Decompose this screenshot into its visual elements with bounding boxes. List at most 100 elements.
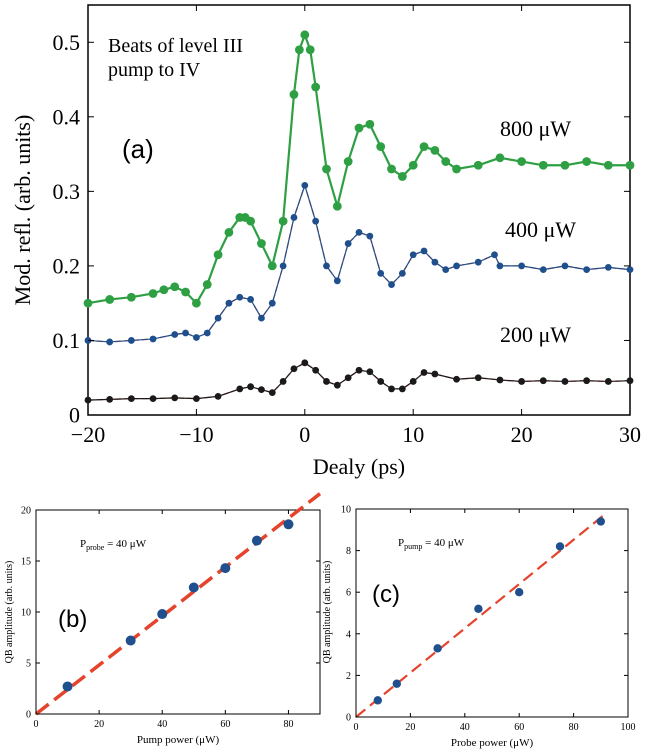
series-s400-point	[377, 269, 385, 277]
panel-c-data-point	[474, 604, 483, 614]
panel-b-data-point	[157, 609, 168, 620]
series-s800-point	[332, 201, 342, 211]
panel-c-x-tick-label: 20	[405, 722, 415, 733]
panel-b-fit-line-segment	[34, 492, 322, 716]
panel-b-annotation: Pprobe = 40 μW	[80, 538, 147, 552]
panel-c-label: (c)	[372, 581, 400, 608]
series-s400-point	[268, 299, 276, 307]
series-s400-point	[182, 329, 189, 337]
series-s800-point	[257, 239, 266, 248]
panel-c-data-point	[373, 696, 382, 705]
panel-c-y-axis-label: QB amplitude (arb. units)	[322, 561, 333, 664]
series-s400-point	[442, 266, 450, 274]
series-s800-point	[495, 153, 505, 163]
series-s200-point	[127, 395, 135, 402]
series-s200-point	[474, 374, 482, 382]
series-s800-point	[311, 82, 321, 92]
series-s800-point	[441, 157, 451, 166]
series-s400-point	[312, 217, 320, 225]
series-s400-point	[236, 293, 244, 301]
series-s200-point	[258, 386, 265, 394]
series-s800-point	[538, 160, 548, 170]
series-s800-point	[126, 292, 136, 302]
series-s200-point	[236, 385, 244, 393]
panel-c-data-points	[373, 517, 605, 705]
series-s800-point	[560, 160, 570, 170]
series-s400-point	[171, 331, 179, 338]
panel-a-x-tick-label: 10	[402, 422, 424, 447]
panel-b-annotation-rest: = 40 μW	[104, 538, 146, 550]
series-s400-point	[214, 314, 222, 322]
series-s400-point	[409, 251, 417, 259]
panel-a-frame	[87, 4, 631, 416]
panel-b-y-axis-label: QB amplitude (arb. units)	[4, 561, 15, 664]
series-s400-point	[583, 266, 591, 274]
series-s200-point	[453, 375, 460, 383]
panel-c-y-tick-label: 4	[346, 629, 351, 640]
panel-a-x-tick-label: 0	[299, 422, 310, 447]
panel-a-x-tick-label: −10	[179, 422, 213, 447]
series-s400-point	[290, 214, 298, 221]
series-s200-point	[193, 395, 200, 402]
series-s400-point	[149, 335, 157, 343]
series-s800-point	[365, 119, 375, 129]
series-s800-point	[354, 123, 364, 133]
series-s400-point	[301, 182, 309, 189]
series-s800-point	[517, 157, 526, 166]
series-s200-point	[420, 369, 428, 376]
series-s200-point	[496, 376, 504, 384]
series-s400-point	[193, 334, 200, 341]
panel-a-data-points	[83, 30, 635, 404]
series-s200-point	[604, 378, 612, 385]
series-s400-line	[87, 183, 631, 343]
panel-c-annotation-rest: = 40 μW	[422, 537, 464, 549]
panel-c: 0 20 40 60 80 100 0 2 4 6 8 10 Ppump = 40 μW (c) P…	[322, 505, 636, 750]
series-s400-fit	[87, 183, 631, 343]
panel-c-x-tick-label: 40	[460, 722, 470, 733]
series-s800-point	[289, 90, 299, 99]
series-s400-point	[203, 329, 211, 337]
panel-a-y-tick-label: 0.2	[53, 254, 81, 279]
series-s400-point	[127, 337, 135, 344]
series-s200-point	[409, 378, 417, 385]
series-s400-point	[323, 262, 330, 270]
panel-c-y-ticks: 0 2 4 6 8 10	[341, 505, 628, 724]
series-s800-point	[159, 285, 169, 295]
panel-c-y-tick-label: 0	[346, 713, 351, 724]
series-s400-point	[626, 266, 634, 274]
panel-a-y-tick-label: 0.5	[53, 30, 81, 55]
panel-b-data-point	[283, 519, 294, 530]
series-s400-point	[355, 228, 363, 236]
series-s400-point	[247, 296, 255, 303]
series-s200-point	[323, 378, 330, 385]
panel-b-y-tick-label: 5	[26, 659, 31, 670]
panel-c-x-tick-label: 0	[354, 722, 359, 733]
panel-b-data-point	[188, 582, 199, 593]
panel-b-annotation-main: P	[80, 538, 86, 550]
series-s200-point	[312, 366, 320, 374]
series-s400-point	[539, 266, 547, 274]
panel-a-x-tick-label: 20	[511, 422, 533, 447]
panel-c-y-tick-label: 2	[346, 671, 351, 682]
series-s800-point	[192, 298, 201, 308]
series-s200-point	[366, 368, 374, 376]
panel-c-frame	[355, 508, 629, 718]
series-s800-point	[305, 45, 315, 55]
panel-a-annotation-line1: Beats of level III	[108, 35, 243, 57]
panel-c-y-tick-label: 6	[346, 588, 351, 599]
series-s200-point	[247, 383, 255, 391]
panel-c-x-ticks: 0 20 40 60 80 100	[354, 509, 636, 733]
series-s400-point	[258, 314, 265, 322]
series-label-800: 800 μW	[500, 116, 571, 141]
series-s200-point	[355, 366, 363, 374]
panel-b: 0 20 40 60 80 0 5 10 15 20 Pprobe = 40 μW (b) Pu…	[4, 492, 322, 746]
panel-b-data-points	[62, 519, 294, 692]
series-s200-point	[539, 377, 547, 385]
panel-a-y-tick-label: 0.3	[53, 179, 81, 204]
panel-b-y-tick-label: 10	[21, 608, 31, 619]
panel-b-data-point	[220, 563, 231, 574]
series-s400-point	[366, 232, 374, 240]
panel-b-x-axis-label: Pump power (μW)	[137, 734, 220, 746]
